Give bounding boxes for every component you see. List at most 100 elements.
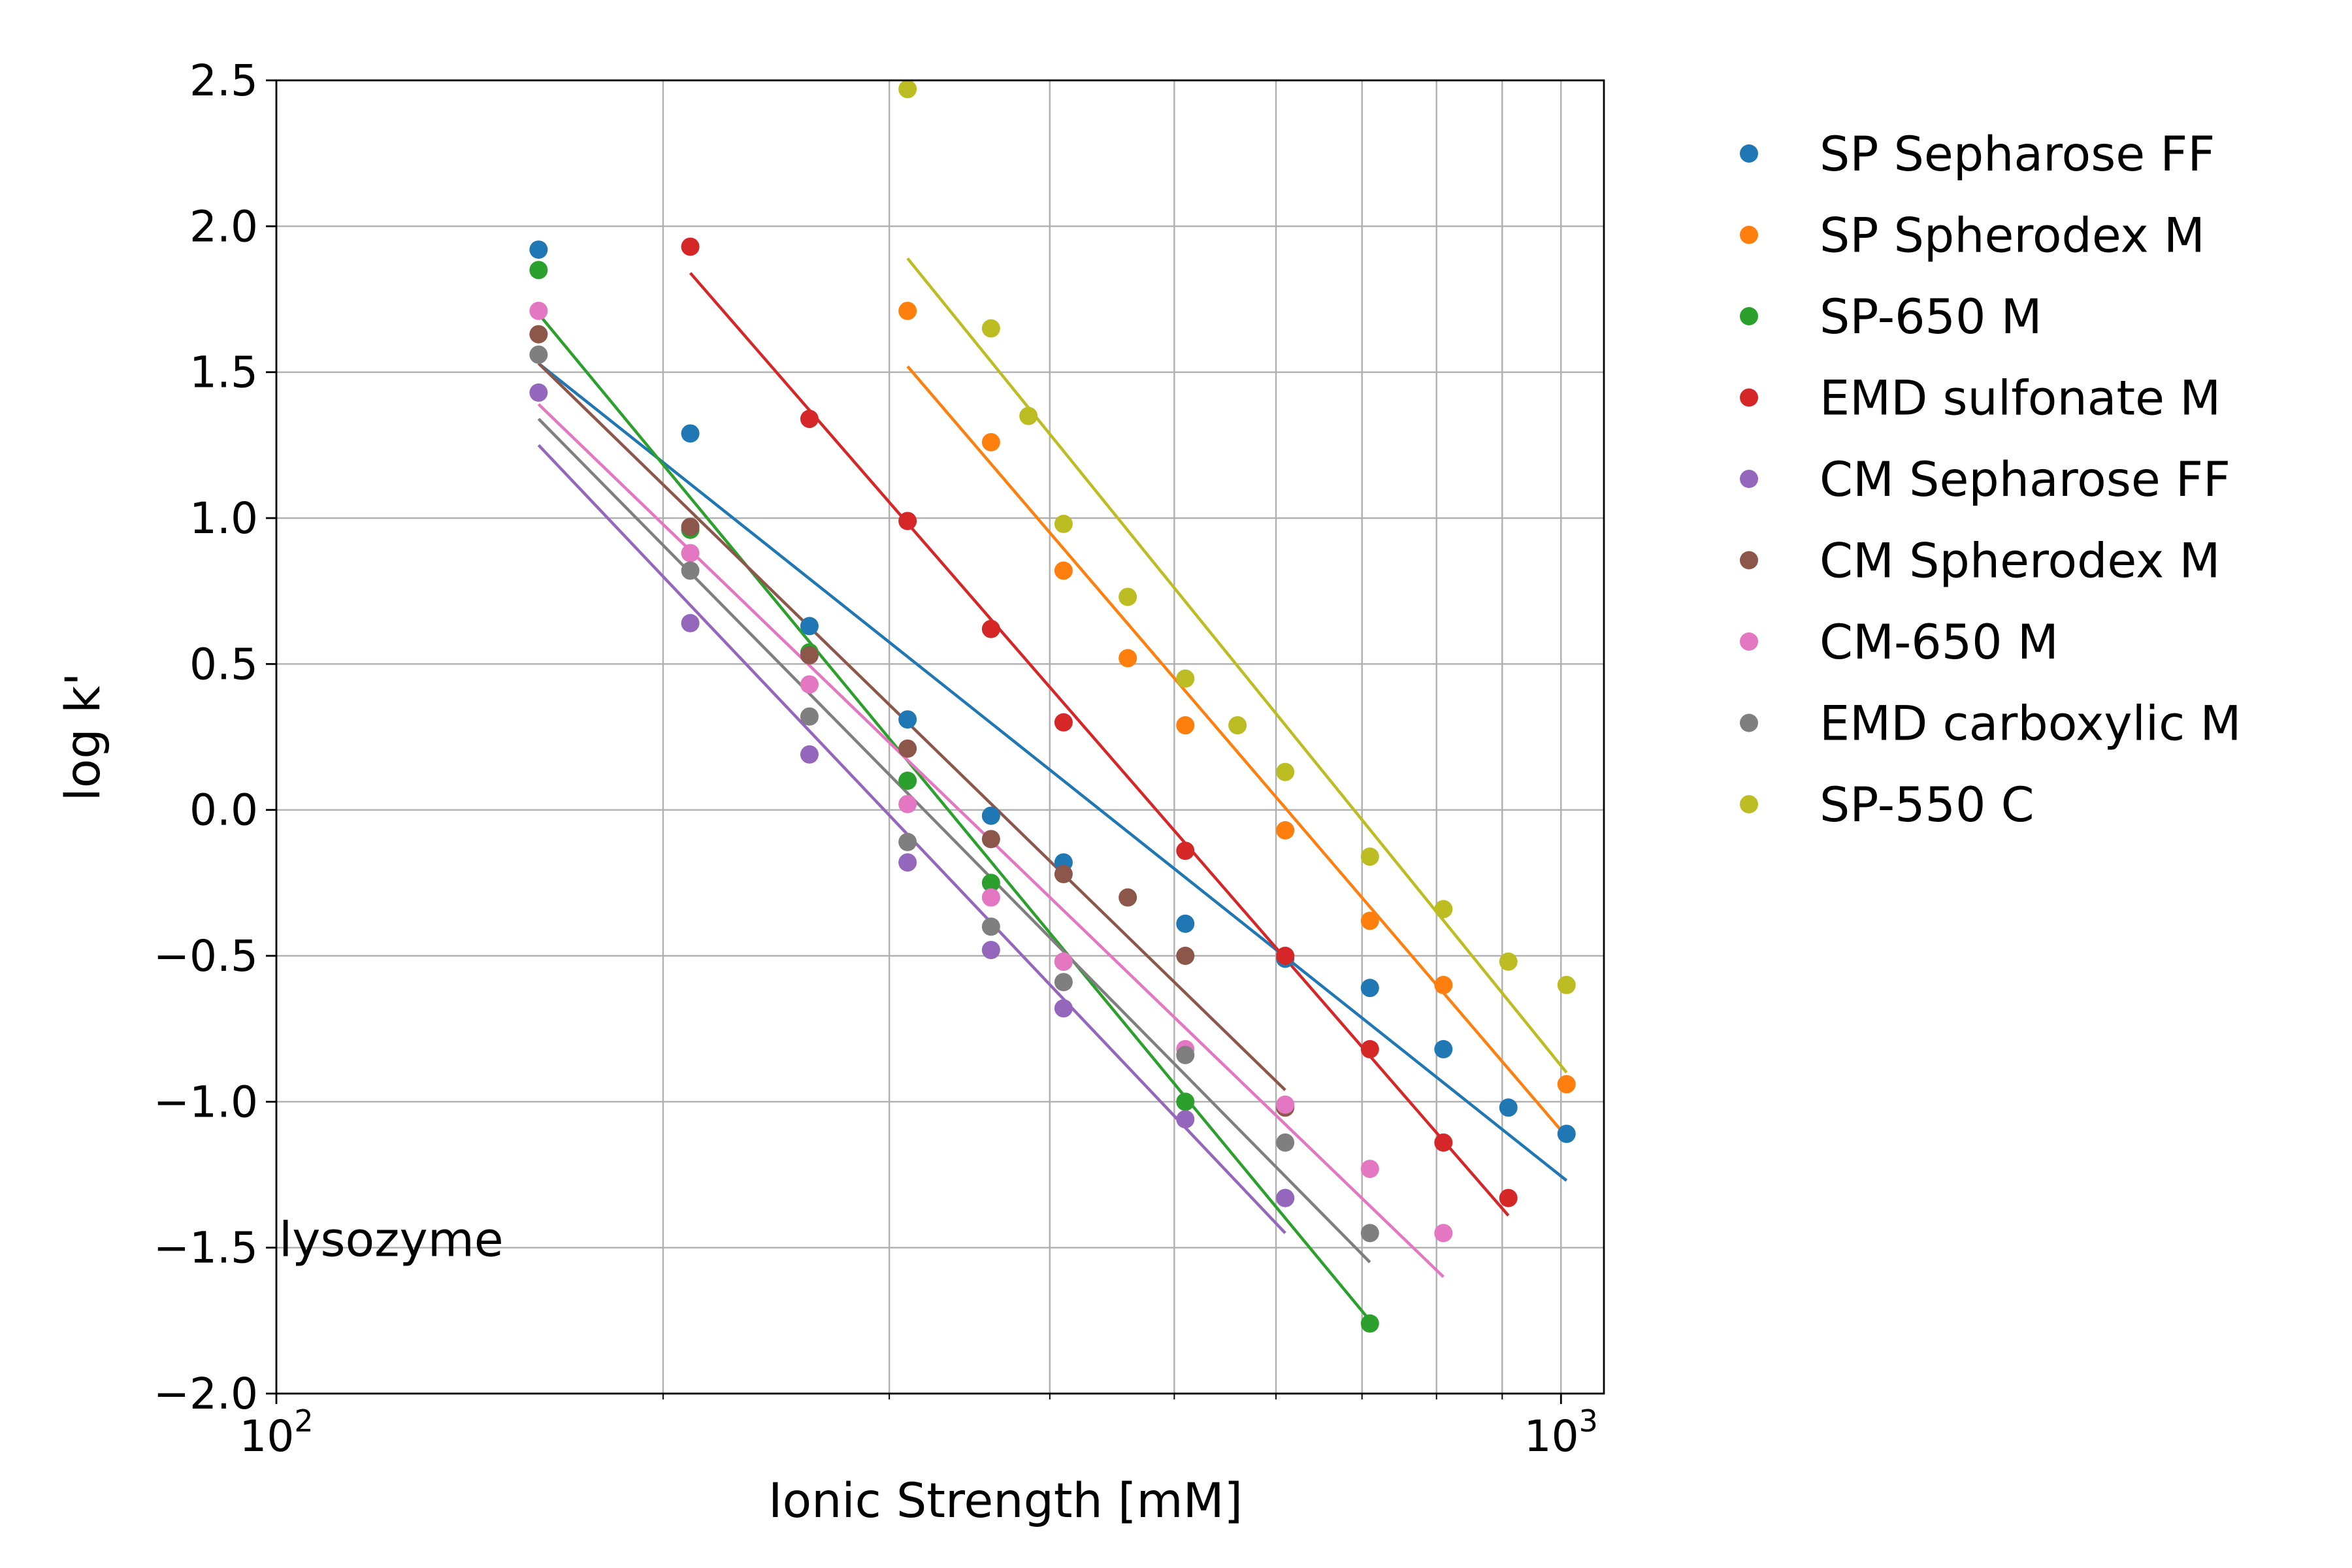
data-point-series-3 (1176, 841, 1195, 860)
x-axis-title: Ionic Strength [mM] (768, 1473, 1243, 1529)
data-point-series-7 (1176, 1045, 1195, 1064)
data-point-series-6 (529, 301, 548, 320)
data-point-series-3 (681, 237, 700, 256)
data-points (529, 80, 1576, 1333)
data-point-series-8 (981, 319, 1000, 338)
legend-marker-6 (1740, 632, 1758, 651)
data-point-series-8 (898, 80, 917, 99)
data-point-series-8 (1054, 514, 1073, 533)
data-point-series-6 (1276, 1095, 1295, 1114)
data-point-series-3 (1360, 1039, 1379, 1058)
y-tick-label: 0.0 (189, 785, 258, 836)
plot-frame (275, 79, 1605, 1395)
data-point-series-1 (1434, 975, 1453, 994)
data-point-series-0 (1434, 1039, 1453, 1058)
legend-marker-3 (1740, 388, 1758, 407)
y-tick-label: −2.0 (154, 1369, 258, 1419)
fit-line-series-0 (537, 362, 1568, 1182)
legend-marker-0 (1740, 144, 1758, 163)
y-tick-label: −1.0 (154, 1077, 258, 1127)
data-point-series-8 (1557, 975, 1576, 994)
data-point-series-1 (981, 433, 1000, 451)
legend-label-0: SP Sepharose FF (1820, 127, 2215, 182)
data-point-series-5 (800, 645, 819, 664)
legend-label-2: SP-650 M (1820, 289, 2042, 345)
data-point-series-3 (1276, 947, 1295, 965)
data-point-series-0 (1499, 1098, 1518, 1117)
legend-label-7: EMD carboxylic M (1820, 696, 2241, 752)
data-point-series-1 (1176, 716, 1195, 735)
legend-marker-2 (1740, 307, 1758, 325)
data-point-series-6 (898, 794, 917, 813)
data-point-series-5 (529, 325, 548, 344)
data-point-series-4 (898, 853, 917, 872)
data-point-series-5 (898, 739, 917, 758)
data-point-series-2 (898, 772, 917, 790)
data-point-series-0 (898, 710, 917, 729)
y-tick-label: 0.5 (189, 639, 258, 689)
data-point-series-0 (681, 424, 700, 443)
legend-marker-5 (1740, 551, 1758, 570)
y-tick-label: 1.5 (189, 348, 258, 398)
data-point-series-8 (1276, 762, 1295, 781)
data-point-series-7 (981, 917, 1000, 936)
data-point-series-5 (1054, 864, 1073, 883)
legend-marker-4 (1740, 470, 1758, 488)
data-point-series-7 (529, 345, 548, 364)
data-point-series-0 (981, 806, 1000, 825)
data-point-series-3 (1499, 1188, 1518, 1207)
legend-marker-1 (1740, 225, 1758, 244)
data-point-series-3 (898, 512, 917, 531)
data-point-series-6 (1434, 1224, 1453, 1243)
data-point-series-1 (898, 301, 917, 320)
data-point-series-0 (529, 240, 548, 259)
data-point-series-2 (981, 874, 1000, 892)
data-point-series-1 (1276, 821, 1295, 840)
legend: SP Sepharose FF SP Spherodex M SP-650 M EMD… (1740, 127, 2241, 833)
legend-label-4: CM Sepharose FF (1820, 452, 2230, 508)
fit-line-series-1 (906, 365, 1568, 1138)
data-point-series-4 (981, 941, 1000, 960)
data-point-series-2 (1176, 1092, 1195, 1111)
legend-label-8: SP-550 C (1820, 777, 2034, 833)
data-point-series-8 (1019, 406, 1038, 425)
data-point-series-8 (1499, 952, 1518, 971)
data-point-series-8 (1176, 669, 1195, 688)
data-point-series-0 (1557, 1124, 1576, 1143)
y-tick-label: −0.5 (154, 931, 258, 981)
data-point-series-7 (800, 707, 819, 726)
data-point-series-5 (981, 830, 1000, 849)
legend-label-6: CM-650 M (1820, 615, 2059, 670)
data-point-series-2 (529, 261, 548, 280)
data-point-series-6 (800, 675, 819, 694)
data-point-series-2 (1360, 1314, 1379, 1333)
data-point-series-7 (1276, 1133, 1295, 1152)
legend-label-3: EMD sulfonate M (1820, 371, 2221, 427)
data-point-series-4 (1054, 999, 1073, 1018)
y-tick-label: 1.0 (189, 493, 258, 544)
data-point-series-4 (529, 383, 548, 402)
data-point-series-0 (1176, 914, 1195, 933)
legend-label-5: CM Spherodex M (1820, 534, 2220, 589)
data-point-series-8 (1228, 716, 1247, 735)
data-point-series-1 (1054, 561, 1073, 580)
data-point-series-4 (800, 745, 819, 764)
data-point-series-7 (1360, 1224, 1379, 1243)
data-point-series-3 (981, 619, 1000, 638)
data-point-series-8 (1360, 847, 1379, 866)
data-point-series-6 (681, 544, 700, 563)
data-point-series-0 (1360, 979, 1379, 998)
fit-line-series-7 (537, 417, 1371, 1264)
data-point-series-1 (1557, 1075, 1576, 1094)
y-tick-label: 2.5 (189, 56, 258, 106)
y-axis-title: log k' (56, 673, 111, 802)
legend-marker-8 (1740, 795, 1758, 813)
data-point-series-7 (898, 832, 917, 851)
data-point-series-6 (1360, 1160, 1379, 1179)
data-point-series-1 (1360, 911, 1379, 930)
fit-line-series-2 (537, 312, 1371, 1322)
data-point-series-4 (1276, 1188, 1295, 1207)
